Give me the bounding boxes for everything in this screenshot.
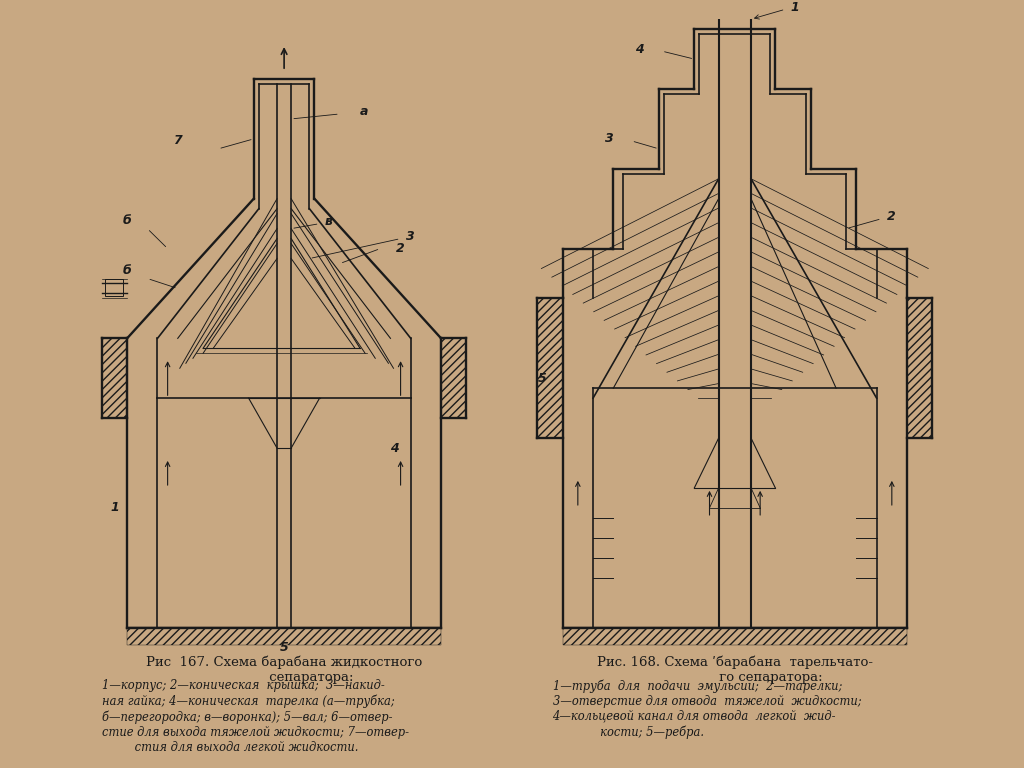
- Bar: [441, 339, 466, 418]
- Text: 2: 2: [395, 242, 404, 255]
- Bar: [538, 299, 562, 438]
- Bar: [562, 627, 907, 644]
- Text: 7: 7: [173, 134, 182, 147]
- Text: 5: 5: [280, 641, 289, 654]
- Text: в: в: [325, 215, 333, 228]
- Text: 1: 1: [111, 502, 120, 515]
- Text: б: б: [123, 214, 131, 227]
- Text: б: б: [123, 264, 131, 277]
- Bar: [104, 279, 123, 296]
- Text: 1—корпус; 2—коническая  крышка;  3—накид-
ная гайка; 4—коническая  тарелка (а—тр: 1—корпус; 2—коническая крышка; 3—накид- …: [101, 680, 409, 753]
- Bar: [907, 299, 932, 438]
- Text: 2: 2: [887, 210, 896, 223]
- Text: 3: 3: [406, 230, 415, 243]
- Text: а: а: [360, 105, 369, 118]
- Text: Рис. 168. Схема ʹбарабана  тарельчато-
                 го сепаратора:: Рис. 168. Схема ʹбарабана тарельчато- го…: [597, 656, 872, 684]
- Text: 1: 1: [791, 1, 800, 14]
- Text: 5: 5: [538, 372, 547, 385]
- Text: Рис  167. Схема барабана жидкостного
             сепаратора:: Рис 167. Схема барабана жидкостного сепа…: [146, 656, 422, 684]
- Bar: [101, 339, 127, 418]
- Text: 3: 3: [604, 132, 613, 145]
- Bar: [127, 627, 441, 644]
- Text: 4: 4: [635, 42, 644, 55]
- Text: 4: 4: [390, 442, 399, 455]
- Text: 1—труба  для  подачи  эмульсии;  2—тарелки;
3—отверстие для отвода  тяжелой  жид: 1—труба для подачи эмульсии; 2—тарелки; …: [553, 680, 861, 739]
